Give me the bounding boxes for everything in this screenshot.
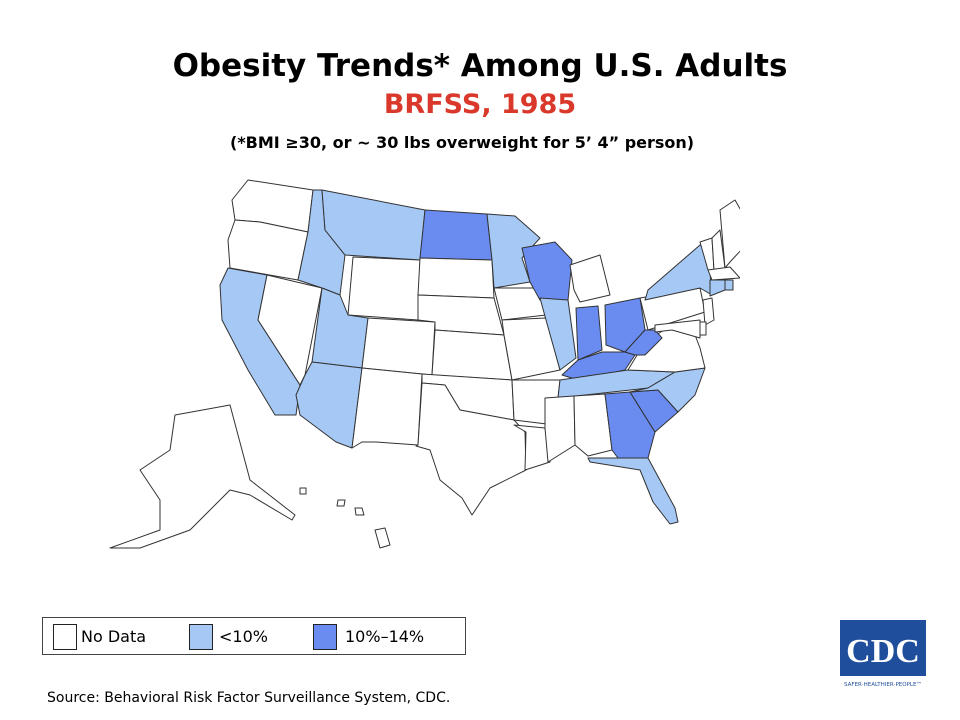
map-title: Obesity Trends* Among U.S. Adults [172, 48, 788, 84]
state-nm [351, 367, 423, 449]
state-me [719, 199, 740, 269]
state-ny [644, 244, 713, 301]
state-in [575, 305, 603, 361]
state-ks [431, 329, 513, 381]
map-legend: No Data <10% 10%–14% [42, 617, 466, 655]
cdc-logo: CDC SAFER·HEALTHIER·PEOPLE™ [840, 620, 926, 688]
cdc-logo-background [840, 620, 926, 676]
state-il [539, 297, 577, 371]
state-ms [544, 395, 576, 463]
state-la [513, 424, 551, 471]
state-tx [415, 382, 527, 516]
legend-label-lt10: <10% [219, 627, 268, 646]
state-hi-kauai [299, 487, 307, 495]
state-al [573, 393, 613, 457]
state-hi-maui [354, 507, 365, 516]
state-nj [702, 297, 715, 326]
cdc-logo-tagline: SAFER·HEALTHIER·PEOPLE™ [844, 681, 922, 688]
us-choropleth-map [109, 179, 740, 549]
cdc-logo-text: CDC [846, 633, 920, 670]
state-hi-oahu [336, 499, 346, 507]
state-md [654, 319, 701, 339]
state-ri [724, 279, 734, 291]
state-ak [109, 404, 296, 549]
state-mi [569, 254, 611, 303]
state-nd [419, 209, 493, 261]
legend-swatch-10-14 [313, 624, 337, 650]
state-ct [709, 279, 726, 297]
state-co [361, 317, 436, 376]
state-mn [486, 213, 541, 289]
legend-swatch-no-data [53, 624, 77, 650]
legend-label-10-14: 10%–14% [345, 627, 425, 646]
state-fl [587, 457, 679, 525]
state-ma [707, 266, 740, 281]
map-subtitle: BRFSS, 1985 [383, 89, 577, 120]
source-note: Source: Behavioral Risk Factor Surveilla… [47, 690, 451, 706]
state-az [295, 361, 363, 449]
state-wy [347, 256, 421, 321]
legend-swatch-lt10 [189, 624, 213, 650]
state-mt [321, 189, 426, 261]
state-hi-big [374, 527, 391, 549]
bmi-note: (*BMI ≥30, or ~ 30 lbs overweight for 5’… [230, 133, 695, 152]
legend-label-no-data: No Data [81, 627, 147, 646]
state-de [699, 321, 707, 336]
state-wv [624, 329, 663, 356]
state-mo [501, 317, 561, 381]
state-sd [417, 257, 495, 299]
